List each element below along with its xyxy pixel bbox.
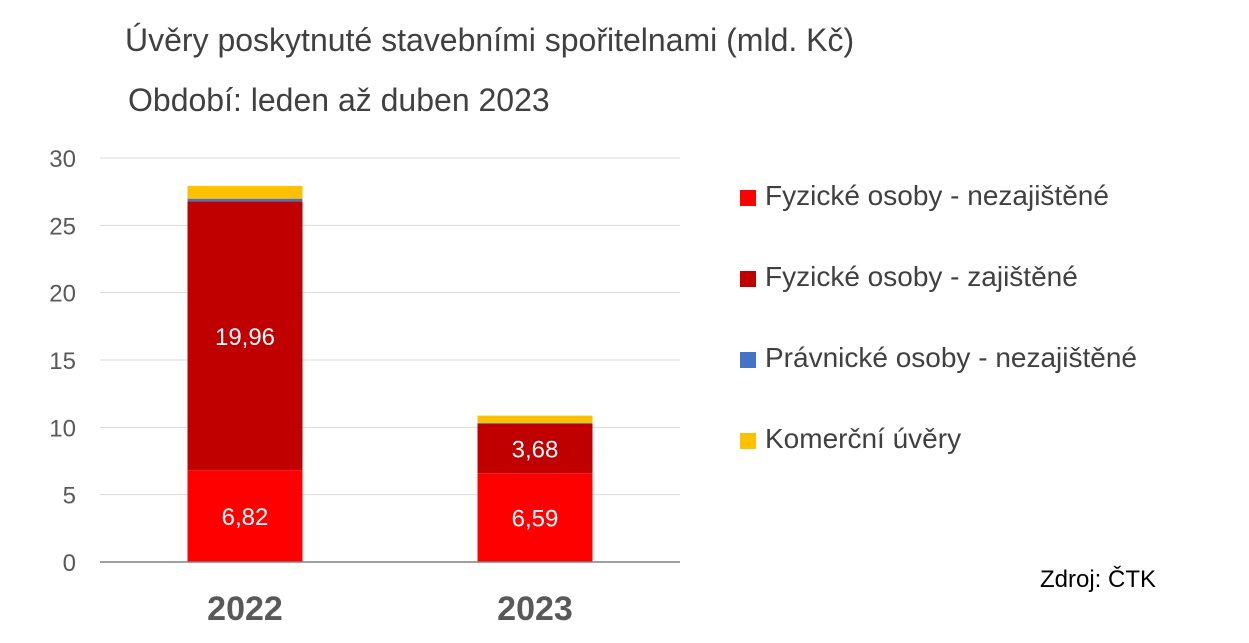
y-tick-label: 0 xyxy=(63,550,76,577)
bar-segment xyxy=(187,470,303,562)
legend-label: Fyzické osoby - nezajištěné xyxy=(765,180,1109,211)
source-note: Zdroj: ČTK xyxy=(1040,566,1157,593)
legend-swatch xyxy=(740,271,756,287)
y-tick-label: 25 xyxy=(49,213,76,240)
legend-swatch xyxy=(740,352,756,368)
legend-label: Fyzické osoby - zajištěné xyxy=(765,261,1078,292)
y-tick-label: 5 xyxy=(63,483,76,510)
x-tick-label: 2023 xyxy=(497,590,573,628)
data-label: 19,96 xyxy=(215,324,275,351)
bar-segment xyxy=(477,473,593,562)
y-tick-label: 20 xyxy=(49,281,76,308)
data-label: 6,82 xyxy=(222,504,269,531)
bar-segment xyxy=(187,198,303,202)
bar-segment xyxy=(477,415,593,424)
data-label: 3,68 xyxy=(512,436,559,463)
bar-segment xyxy=(187,201,303,471)
legend-label: Komerční úvěry xyxy=(765,423,962,454)
x-tick-label: 2022 xyxy=(207,590,283,628)
bar-segment xyxy=(477,423,593,474)
chart-subtitle: Období: leden až duben 2023 xyxy=(128,82,550,118)
data-label: 6,59 xyxy=(512,506,559,533)
y-tick-label: 10 xyxy=(49,415,76,442)
bar-segment xyxy=(477,423,593,424)
y-tick-label: 15 xyxy=(49,348,76,375)
bar-segment xyxy=(187,185,303,199)
chart-title: Úvěry poskytnuté stavebními spořitelnami… xyxy=(125,22,855,58)
y-tick-label: 30 xyxy=(49,146,76,173)
legend-swatch xyxy=(740,433,756,449)
legend-swatch xyxy=(740,190,756,206)
legend-label: Právnické osoby - nezajištěné xyxy=(765,342,1137,373)
